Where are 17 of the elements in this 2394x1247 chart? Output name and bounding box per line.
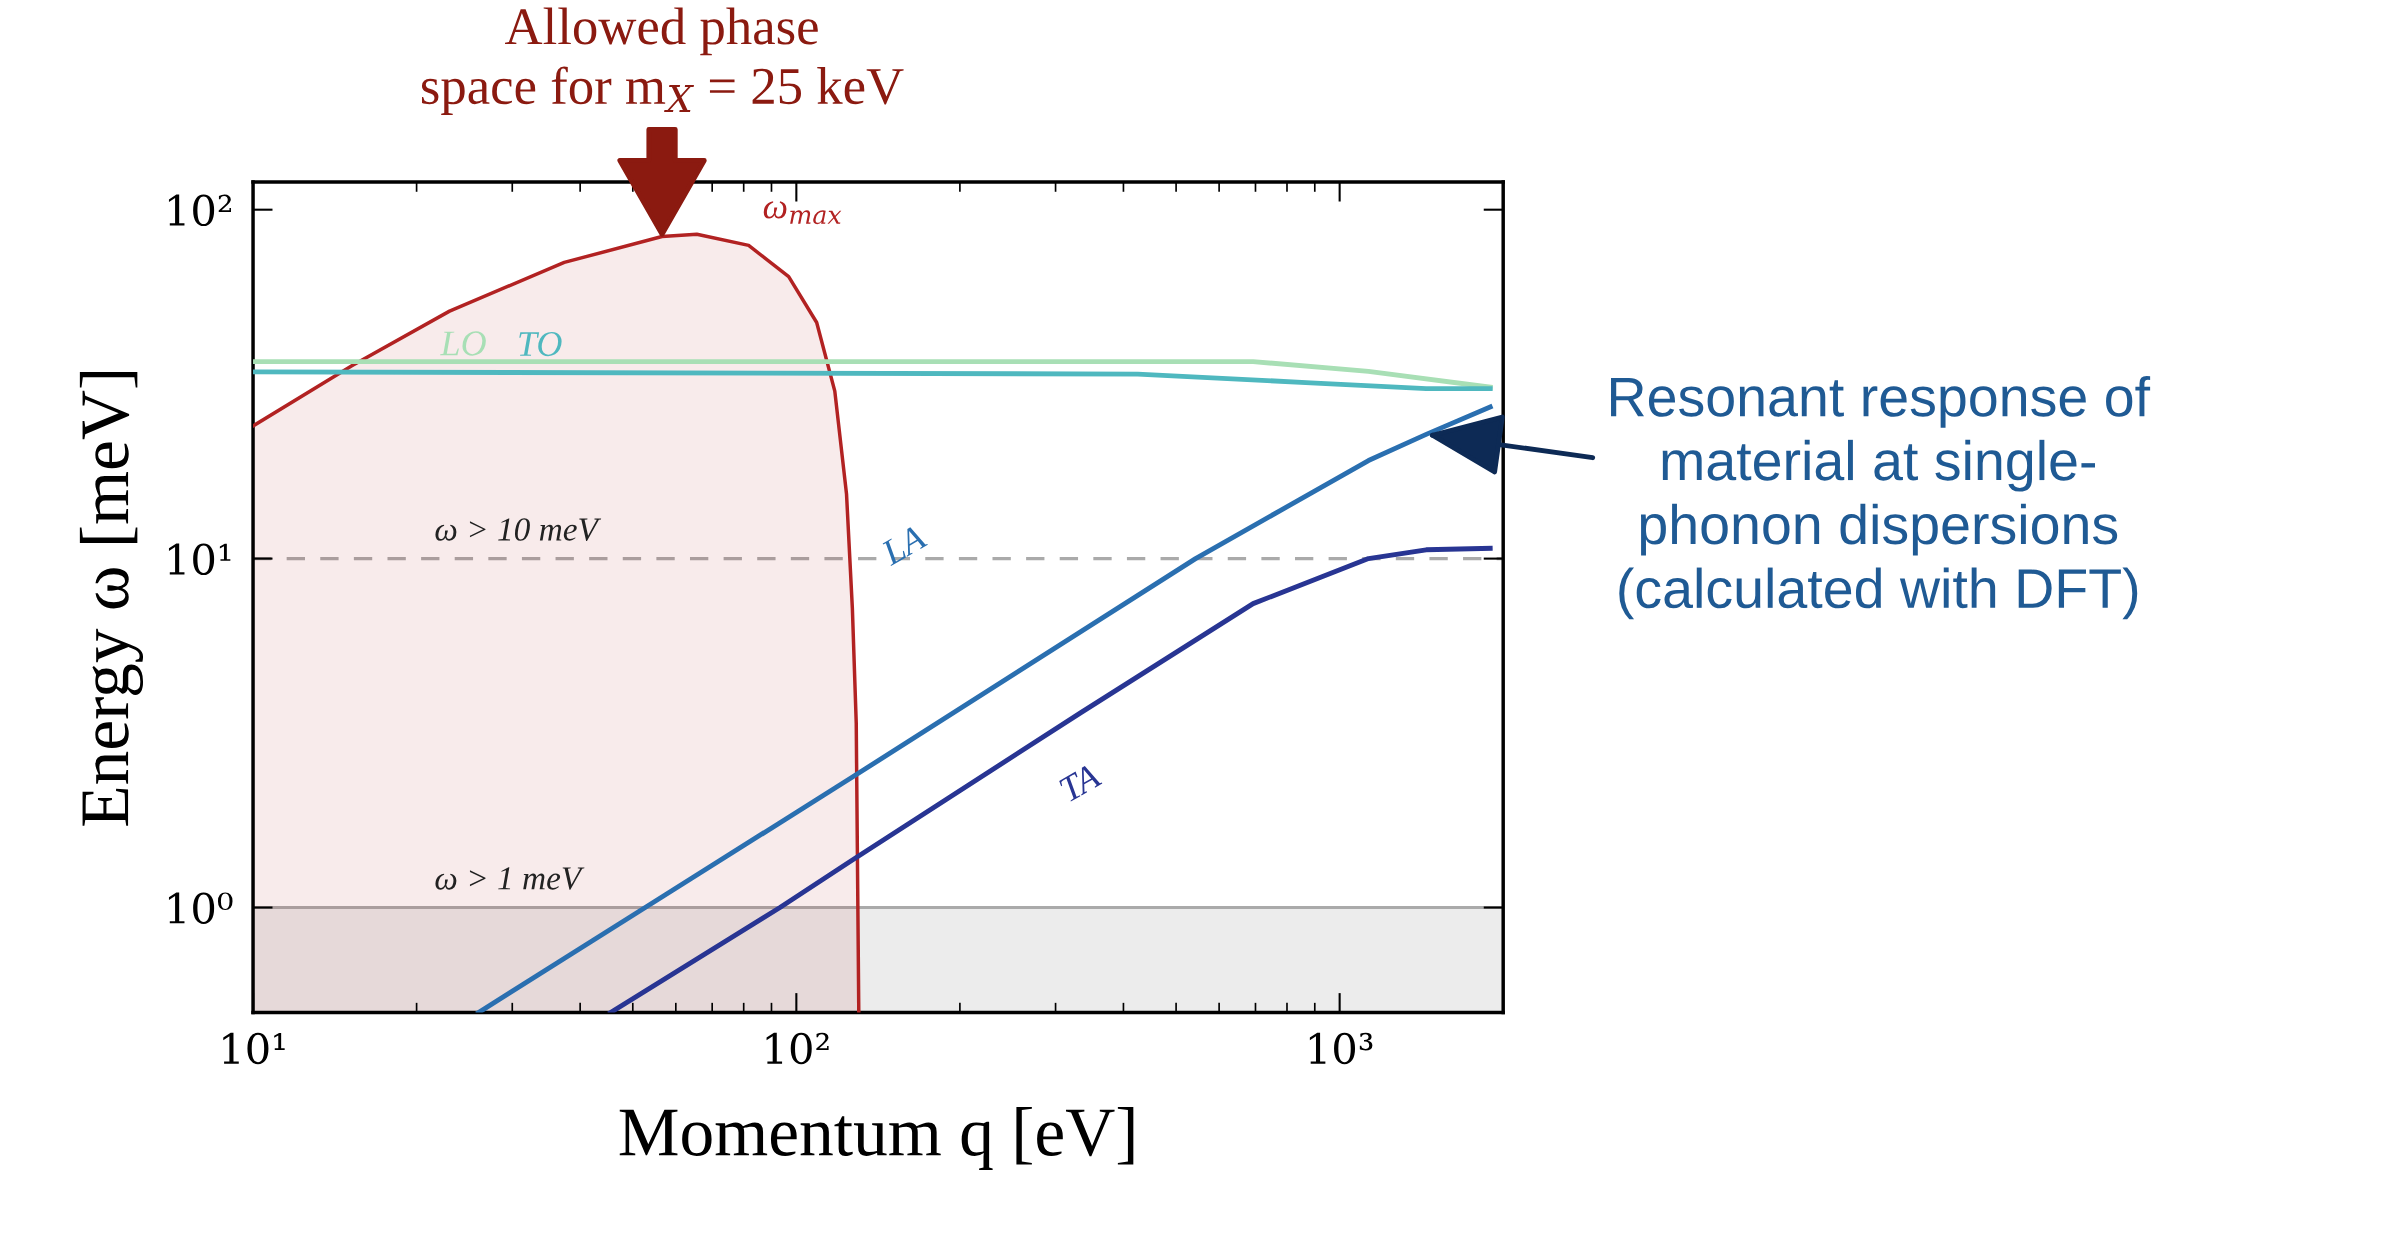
x-axis-title: Momentum q [eV] — [619, 1107, 1134, 1171]
ref-line-label: ω > 10 meV — [435, 518, 602, 541]
text: LA — [879, 524, 928, 567]
y-tick-label: 10¹ — [168, 543, 231, 576]
text: TA — [1058, 762, 1103, 802]
x-tick-label: 10¹ — [223, 1032, 285, 1065]
y-axis-title: Energy ω [meV] — [79, 371, 144, 826]
y-tick-label: 10² — [168, 194, 231, 227]
series-label: ω$_{max}$ — [763, 201, 842, 225]
x-tick-label: 10² — [766, 1032, 829, 1065]
y-tick-label: 10⁰ — [168, 892, 233, 924]
series-label: LO — [440, 331, 486, 356]
annotation: Resonant response of material at single- phonon dispersions (calculated with DFT) — [1611, 376, 2151, 620]
x-tick-label: 10³ — [1309, 1032, 1373, 1065]
series-label: TO — [519, 331, 562, 357]
ref-line-label: ω > 1 meV — [435, 867, 585, 890]
annotation: Allowed phase space for m$_{X}$ = 25 keV — [421, 7, 904, 115]
